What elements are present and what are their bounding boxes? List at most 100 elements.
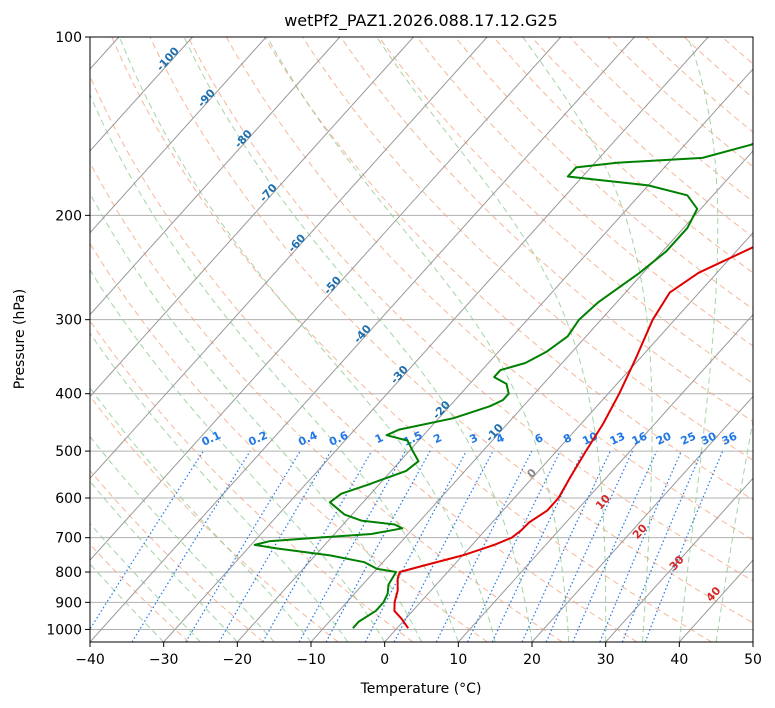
plot-frame xyxy=(89,36,754,643)
dry-adiabat xyxy=(340,37,753,423)
isotherm-line xyxy=(384,231,753,642)
mixing-ratio-line xyxy=(218,450,332,642)
y-tick-label: 300 xyxy=(55,313,82,329)
x-tick-label: 30 xyxy=(597,652,615,668)
x-tick-label: −30 xyxy=(149,652,179,668)
moist-adiabat xyxy=(90,387,312,642)
x-tick-label: 40 xyxy=(670,652,688,668)
dry-adiabat xyxy=(149,37,753,624)
x-axis: −40 −30 −20 −10 0 10 20 30 40 50 xyxy=(75,642,762,668)
moist-adiabat xyxy=(90,522,201,642)
dry-adiabat xyxy=(645,37,753,133)
chart-title: wetPf2_PAZ1.2026.088.17.12.G25 xyxy=(284,11,558,31)
isotherms xyxy=(90,37,753,642)
dry-adiabats xyxy=(90,37,753,642)
dry-adiabat xyxy=(607,37,753,168)
mixing-ratio-label: 1.5 xyxy=(401,429,424,449)
dry-adiabat xyxy=(683,37,753,99)
mixing-ratio-label: 3 xyxy=(467,431,479,446)
moist-adiabat xyxy=(266,37,570,642)
x-tick-label: 20 xyxy=(523,652,541,668)
dry-adiabat xyxy=(378,37,753,384)
mixing-ratio-line xyxy=(262,450,373,642)
mixing-ratio-label: 4 xyxy=(494,431,507,446)
isotherm-line xyxy=(310,150,753,642)
mixing-ratio-label: 25 xyxy=(679,430,698,448)
isotherm-line xyxy=(531,395,753,642)
isotherm-line xyxy=(457,313,753,642)
dry-adiabat xyxy=(454,37,753,310)
isotherm-label: -100 xyxy=(154,44,182,73)
mixing-ratio-line xyxy=(621,450,703,642)
moist-adiabat xyxy=(90,93,459,642)
theta-e-label: 20 xyxy=(630,521,650,541)
mixing-ratio-line xyxy=(90,450,204,631)
isotherm-line xyxy=(90,37,635,642)
y-tick-label: 900 xyxy=(55,595,82,611)
dry-adiabat xyxy=(90,161,563,642)
isotherm-line xyxy=(90,37,562,561)
mixing-ratio-line xyxy=(545,450,634,642)
dewpoint-profile xyxy=(253,142,753,629)
dry-adiabat xyxy=(225,37,753,541)
temperature-profile xyxy=(393,246,753,629)
y-tick-label: 400 xyxy=(55,387,82,403)
mixing-ratio-line xyxy=(644,450,724,642)
moist-adiabat xyxy=(522,37,653,642)
sounding-series xyxy=(253,142,753,629)
mixing-ratio-line xyxy=(491,450,584,642)
moist-adiabat xyxy=(678,37,719,642)
mixing-ratio-label: 1 xyxy=(373,431,385,446)
mixing-ratio-line xyxy=(521,450,611,642)
mixing-ratio-label: 0.1 xyxy=(200,429,223,449)
isotherm-line xyxy=(90,37,488,480)
dry-adiabat xyxy=(493,37,753,274)
dry-adiabat xyxy=(416,37,753,347)
mixing-ratio-label: 36 xyxy=(720,429,740,447)
dry-adiabat xyxy=(187,37,753,582)
mixing-ratio-line xyxy=(325,450,431,642)
moist-adiabat xyxy=(90,435,275,642)
dry-adiabat xyxy=(90,242,488,642)
isotherm-line xyxy=(236,68,753,642)
y-tick-label: 800 xyxy=(55,565,82,581)
isotherm-line xyxy=(752,641,753,642)
mixing-ratio-label: 16 xyxy=(630,429,650,447)
dry-adiabat xyxy=(90,395,339,642)
y-tick-label: 600 xyxy=(55,491,82,507)
pressure-gridlines xyxy=(90,37,753,630)
isotherm-label: -50 xyxy=(321,273,344,297)
dry-adiabat xyxy=(90,320,414,642)
isotherm-line xyxy=(163,37,709,642)
isotherm-label: -70 xyxy=(257,181,280,205)
isotherm-line xyxy=(605,477,753,642)
isotherm-label: 0 xyxy=(524,466,539,481)
x-tick-label: −40 xyxy=(75,652,105,668)
dry-adiabat xyxy=(531,37,753,238)
isotherm-line xyxy=(90,37,267,234)
mixing-ratio-line xyxy=(131,450,251,642)
mixing-ratio-line xyxy=(298,450,406,642)
x-tick-label: 10 xyxy=(449,652,467,668)
x-tick-label: 50 xyxy=(744,652,762,668)
mixing-ratio-line xyxy=(599,450,682,642)
theta-e-label: 10 xyxy=(593,492,613,512)
mixing-ratio-label: 10 xyxy=(580,429,600,447)
mixing-ratio-line xyxy=(185,450,301,642)
moist-adiabat xyxy=(183,37,533,642)
y-tick-label: 1000 xyxy=(46,622,82,638)
moist-adiabat xyxy=(715,417,753,642)
x-tick-label: −10 xyxy=(296,652,326,668)
isotherm-label: -40 xyxy=(351,322,374,346)
mixing-ratio-label: 2 xyxy=(431,431,443,446)
isotherm-line xyxy=(90,37,193,152)
x-tick-label: −20 xyxy=(223,652,253,668)
mixing-ratio-line xyxy=(466,450,561,642)
isotherm-line xyxy=(90,37,414,398)
x-axis-title: Temperature (°C) xyxy=(360,681,482,697)
y-axis-title: Pressure (hPa) xyxy=(12,289,28,389)
mixing-ratio-line xyxy=(572,450,658,642)
isotherm-label: -90 xyxy=(195,86,218,110)
moist-adiabat xyxy=(118,37,496,642)
